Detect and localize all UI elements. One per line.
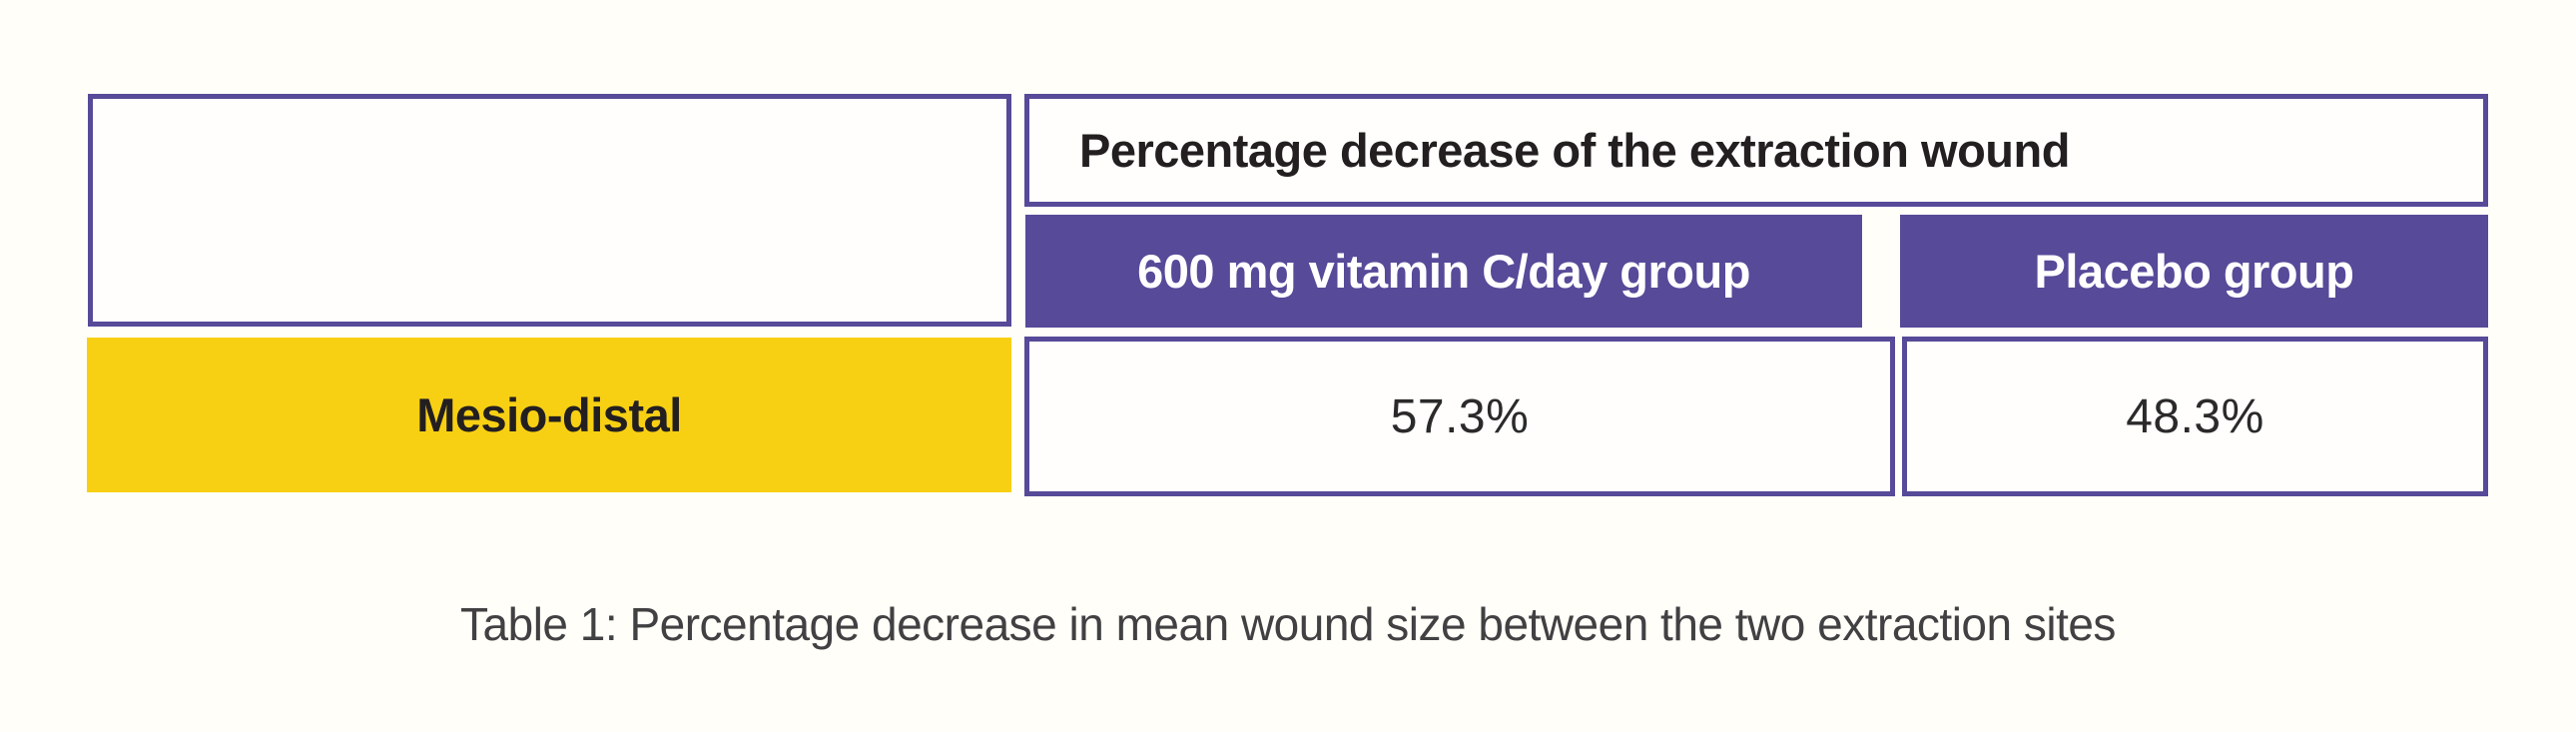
value-cell-placebo-group: 48.3% <box>1902 337 2488 496</box>
column-header-placebo-group: Placebo group <box>1900 215 2488 328</box>
table-spanner-header: Percentage decrease of the extraction wo… <box>1024 94 2488 207</box>
table-caption: Table 1: Percentage decrease in mean wou… <box>460 598 2116 650</box>
row-label-mesio-distal: Mesio-distal <box>87 338 1011 492</box>
corner-empty-cell <box>88 94 1011 327</box>
value-cell-vitamin-c-group: 57.3% <box>1024 337 1895 496</box>
column-header-vitamin-c-group: 600 mg vitamin C/day group <box>1025 215 1862 328</box>
